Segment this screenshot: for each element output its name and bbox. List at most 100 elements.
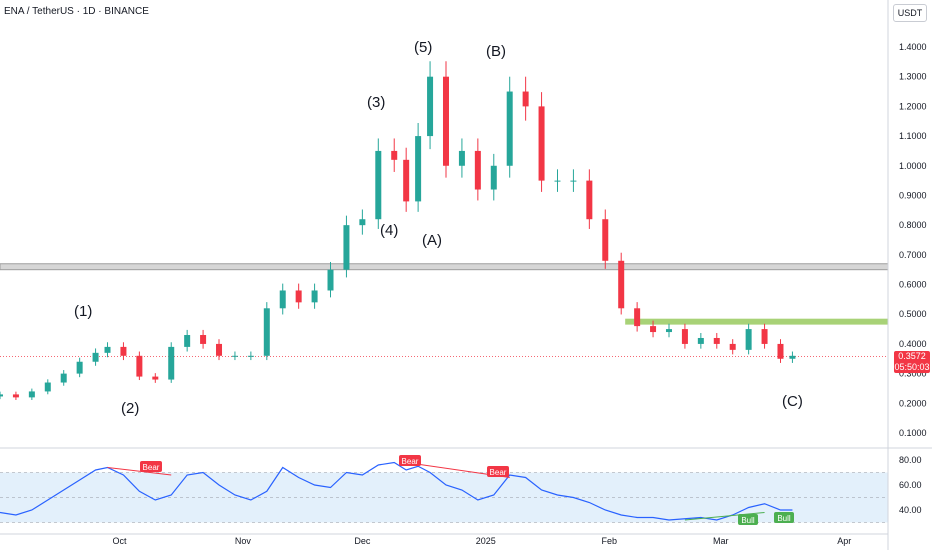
candle-body <box>681 329 688 344</box>
price-tick-label: 0.9000 <box>899 190 927 200</box>
bar-countdown: 05:50:03 <box>894 362 930 372</box>
candle-body <box>777 343 784 359</box>
time-tick-label: Mar <box>713 536 729 546</box>
price-zones <box>0 263 889 357</box>
candle-body <box>216 343 223 356</box>
candle-body <box>403 159 410 202</box>
candle-body <box>554 180 561 182</box>
wave-label-5: (5) <box>414 39 432 56</box>
candle-body <box>92 352 99 362</box>
support-zone <box>625 318 888 325</box>
candle-body <box>697 337 704 344</box>
candle-body <box>490 165 497 190</box>
candle-body <box>665 329 672 333</box>
price-tick-label: 1.1000 <box>899 131 927 141</box>
candle-body <box>391 150 398 160</box>
bear-label-box <box>487 466 509 477</box>
bull-label-box <box>738 514 758 525</box>
candle-body <box>375 150 382 220</box>
price-tick-label: 0.1000 <box>899 428 927 438</box>
candle-body <box>247 355 254 357</box>
price-tick-label: 0.4000 <box>899 339 927 349</box>
candle-body <box>279 290 286 309</box>
currency-unit-button[interactable]: USDT <box>893 4 927 22</box>
candle-body <box>120 346 127 356</box>
bear-label-2: Bear <box>402 457 419 466</box>
rsi-line <box>0 461 793 521</box>
time-tick-label: Nov <box>235 536 252 546</box>
candle-body <box>634 308 641 327</box>
candle-body <box>44 382 51 392</box>
candle-body <box>343 225 350 270</box>
candle-body <box>713 337 720 344</box>
candle-body <box>522 91 529 107</box>
bear-label-box <box>399 455 421 466</box>
candle-body <box>168 346 175 380</box>
candle-body <box>0 394 3 397</box>
candle-body <box>415 136 422 202</box>
candle-body <box>538 106 545 181</box>
chart-title: ENA / TetherUS · 1D · BINANCE <box>4 6 149 17</box>
price-tick-label: 1.4000 <box>899 42 927 52</box>
bear-divergence-line <box>107 467 172 476</box>
candle-body <box>76 361 83 374</box>
candle-body <box>586 180 593 220</box>
candle-body <box>745 329 752 350</box>
candle-body <box>359 219 366 226</box>
time-tick-label: Feb <box>601 536 617 546</box>
price-tick-label: 0.2000 <box>899 398 927 408</box>
last-price-value: 0.3572 <box>898 351 926 361</box>
time-tick-label: 2025 <box>476 536 496 546</box>
wave-label-b: (B) <box>486 43 506 60</box>
price-tick-label: 0.3000 <box>899 369 927 379</box>
wave-label-4: (4) <box>380 222 398 239</box>
candle-body <box>650 326 657 333</box>
wave-label-3: (3) <box>367 94 385 111</box>
candle-body <box>263 308 270 356</box>
wave-label-1: (1) <box>74 303 92 320</box>
candle-body <box>104 346 111 353</box>
candle-body <box>295 290 302 303</box>
candle-body <box>506 91 513 166</box>
bull-label-box <box>774 512 794 523</box>
price-tick-label: 1.2000 <box>899 101 927 111</box>
bear-label-1: Bear <box>143 463 160 472</box>
candle-body <box>427 76 434 137</box>
price-tick-label: 0.5000 <box>899 309 927 319</box>
bear-label-3: Bear <box>490 468 507 477</box>
rsi-tick-label: 60.00 <box>899 480 922 490</box>
candle-body <box>729 343 736 350</box>
candle-body <box>12 394 19 398</box>
bear-label-box <box>140 461 162 472</box>
candle-body <box>60 373 67 383</box>
bull-divergence-line <box>684 512 765 521</box>
candle-body <box>570 180 577 182</box>
time-tick-label: Oct <box>112 536 127 546</box>
bull-label-1: Bull <box>741 516 755 525</box>
candle-body <box>28 391 35 398</box>
candle-body <box>136 355 143 377</box>
resistance-zone <box>0 263 889 271</box>
price-tick-label: 0.8000 <box>899 220 927 230</box>
candle-body <box>458 150 465 166</box>
rsi-tick-label: 80.00 <box>899 455 922 465</box>
candle-body <box>761 329 768 344</box>
candle-body <box>618 260 625 309</box>
candle-body <box>327 269 334 291</box>
price-tick-label: 0.7000 <box>899 250 927 260</box>
time-tick-label: Apr <box>837 536 851 546</box>
last-price-tag: 0.3572 05:50:03 <box>894 351 930 373</box>
candle-body <box>200 335 207 344</box>
bull-label-2: Bull <box>777 514 791 523</box>
candle-body <box>152 376 159 380</box>
candle-body <box>184 335 191 347</box>
candle-body <box>474 150 481 190</box>
rsi-tick-label: 40.00 <box>899 505 922 515</box>
price-tick-label: 0.6000 <box>899 280 927 290</box>
candle-body <box>789 355 796 359</box>
wave-label-c: (C) <box>782 393 803 410</box>
candle-body <box>231 355 238 357</box>
candle-body <box>442 76 449 166</box>
candles <box>0 61 796 400</box>
